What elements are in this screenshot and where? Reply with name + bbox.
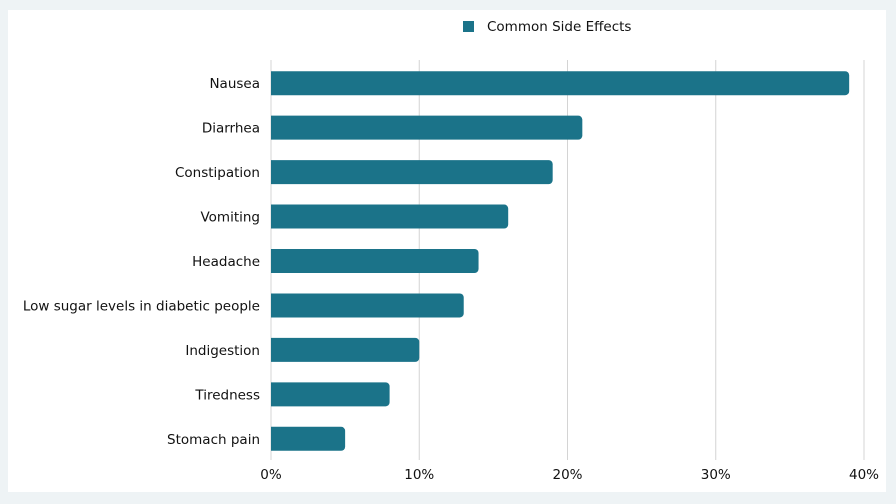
y-tick-label: Diarrhea — [202, 121, 260, 137]
bar — [271, 160, 553, 185]
bar — [271, 115, 583, 140]
x-tick-label: 40% — [849, 467, 879, 483]
legend-swatch — [463, 21, 474, 32]
y-tick-label: Stomach pain — [167, 432, 260, 448]
x-tick-label: 30% — [701, 467, 731, 483]
bar — [271, 293, 464, 318]
y-tick-label: Nausea — [209, 76, 260, 92]
y-tick-label: Vomiting — [200, 210, 260, 226]
bar — [271, 426, 346, 451]
y-tick-label: Constipation — [175, 165, 260, 181]
x-tick-label: 20% — [552, 467, 582, 483]
bar — [271, 382, 390, 407]
bar — [271, 337, 420, 362]
bar — [271, 249, 479, 273]
bar — [271, 71, 850, 96]
y-tick-label: Tiredness — [194, 387, 260, 403]
y-tick-label: Indigestion — [185, 343, 260, 359]
x-tick-label: 10% — [404, 467, 434, 483]
y-tick-label: Headache — [192, 254, 260, 270]
x-tick-label: 0% — [260, 467, 282, 483]
y-tick-label: Low sugar levels in diabetic people — [23, 298, 260, 314]
bar — [271, 204, 509, 229]
legend-label: Common Side Effects — [487, 19, 631, 35]
